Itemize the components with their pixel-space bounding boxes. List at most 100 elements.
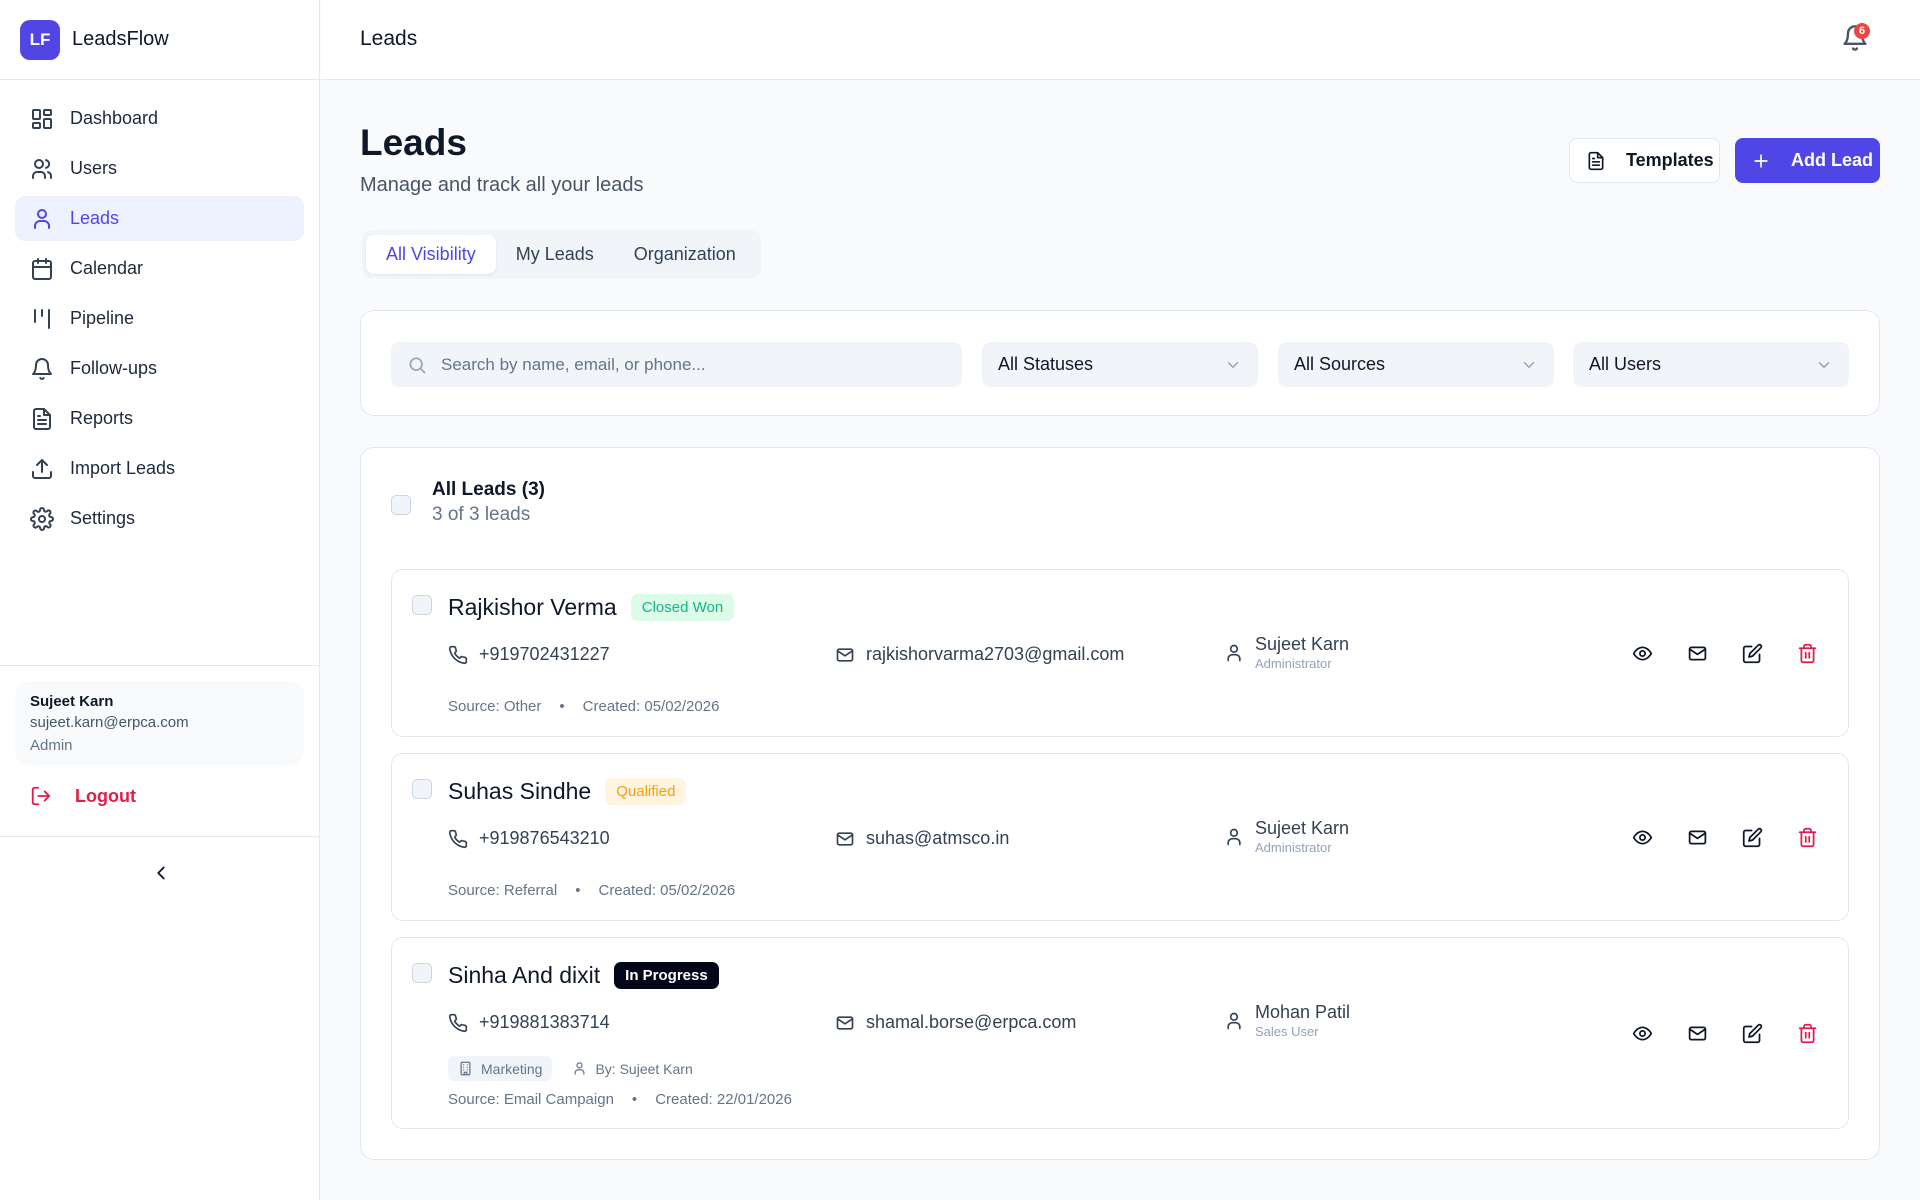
email-lead-button[interactable] (1683, 639, 1711, 667)
top-bar: Leads 6 (321, 0, 1920, 80)
leads-list-panel: All Leads (3) 3 of 3 leads Rajkishor Ver… (360, 447, 1880, 1160)
select-all-checkbox[interactable] (391, 495, 411, 515)
lead-name[interactable]: Sinha And dixit (448, 962, 601, 988)
delete-lead-button[interactable] (1793, 639, 1821, 667)
user-role: Admin (30, 737, 73, 754)
list-title: All Leads (3) (432, 479, 545, 500)
eye-icon (1632, 1023, 1653, 1044)
lead-email: rajkishorvarma2703@gmail.com (866, 644, 1125, 664)
sidebar-item-label: Pipeline (70, 308, 135, 328)
file-text-icon (30, 407, 70, 431)
view-lead-button[interactable] (1628, 1019, 1656, 1047)
sidebar-item-label: Leads (70, 208, 120, 228)
brand: LF LeadsFlow (0, 0, 319, 80)
logout-icon (30, 785, 75, 807)
delete-lead-button[interactable] (1793, 1019, 1821, 1047)
list-count: 3 of 3 leads (432, 504, 531, 525)
lead-phone: +919876543210 (479, 828, 610, 848)
sidebar-item-import-leads[interactable]: Import Leads (15, 446, 304, 491)
add-lead-button[interactable]: Add Lead (1735, 138, 1880, 183)
search-icon (407, 355, 441, 375)
sidebar-item-follow-ups[interactable]: Follow-ups (15, 346, 304, 391)
assignee-role: Administrator (1255, 840, 1332, 855)
edit-icon (1742, 643, 1763, 664)
edit-lead-button[interactable] (1738, 823, 1766, 851)
mail-icon (1687, 1023, 1708, 1044)
separator-dot: • (575, 882, 581, 899)
search-box[interactable] (391, 342, 962, 387)
sidebar-item-calendar[interactable]: Calendar (15, 246, 304, 291)
sidebar-item-settings[interactable]: Settings (15, 496, 304, 541)
department-tag: Marketing (448, 1056, 553, 1081)
sidebar-nav: Dashboard Users Leads Calendar Pipeline Follo… (15, 96, 304, 546)
file-text-icon (1586, 151, 1626, 171)
edit-icon (1742, 1023, 1763, 1044)
notification-badge: 6 (1854, 23, 1870, 39)
status-filter-select[interactable]: All Statuses (982, 342, 1258, 387)
tab-all-visibility[interactable]: All Visibility (366, 235, 496, 274)
status-filter-value: All Statuses (998, 354, 1094, 374)
sidebar-item-leads[interactable]: Leads (15, 196, 304, 241)
email-lead-button[interactable] (1683, 1019, 1711, 1047)
lead-checkbox[interactable] (412, 595, 432, 615)
user-filter-select[interactable]: All Users (1573, 342, 1849, 387)
created-by: By: Sujeet Karn (572, 1060, 693, 1077)
templates-label: Templates (1626, 150, 1714, 170)
sidebar-item-users[interactable]: Users (15, 146, 304, 191)
view-lead-button[interactable] (1628, 639, 1656, 667)
filters-panel: All Statuses All Sources All Users (360, 310, 1880, 416)
view-lead-button[interactable] (1628, 823, 1656, 851)
search-input[interactable] (441, 354, 941, 375)
logout-button[interactable]: Logout (30, 785, 136, 807)
sidebar-item-reports[interactable]: Reports (15, 396, 304, 441)
edit-lead-button[interactable] (1738, 639, 1766, 667)
user-icon (1224, 1011, 1255, 1031)
chevron-down-icon (1815, 356, 1833, 374)
user-profile: Sujeet Karn sujeet.karn@erpca.com Admin (15, 681, 304, 765)
notifications-button[interactable]: 6 (1841, 23, 1871, 56)
lead-card[interactable]: Rajkishor Verma Closed Won +919702431227 ra… (391, 569, 1849, 737)
trash-icon (1797, 1023, 1818, 1044)
tab-my-leads[interactable]: My Leads (515, 244, 594, 264)
lead-source: Source: Referral (448, 882, 558, 899)
edit-lead-button[interactable] (1738, 1019, 1766, 1047)
lead-checkbox[interactable] (412, 963, 432, 983)
lead-checkbox[interactable] (412, 779, 432, 799)
sidebar-item-dashboard[interactable]: Dashboard (15, 96, 304, 141)
sidebar-item-label: Reports (70, 408, 134, 428)
lead-name[interactable]: Rajkishor Verma (448, 594, 617, 620)
plus-icon (1751, 151, 1791, 171)
user-filter-value: All Users (1589, 354, 1662, 374)
sidebar-item-label: Follow-ups (70, 358, 158, 378)
trash-icon (1797, 643, 1818, 664)
assignee-name: Sujeet Karn (1255, 818, 1350, 838)
phone-icon (448, 1013, 479, 1033)
user-email: sujeet.karn@erpca.com (30, 714, 189, 731)
collapse-sidebar-button[interactable] (150, 862, 172, 886)
page-title: Leads (360, 122, 467, 163)
user-icon (1224, 643, 1255, 663)
logout-label: Logout (75, 785, 136, 806)
mail-icon (835, 1013, 866, 1033)
add-lead-label: Add Lead (1791, 150, 1874, 170)
lead-email: shamal.borse@erpca.com (866, 1012, 1077, 1032)
sidebar-item-pipeline[interactable]: Pipeline (15, 296, 304, 341)
lead-card[interactable]: Sinha And dixit In Progress +919881383714 s… (391, 937, 1849, 1129)
assignee-role: Administrator (1255, 656, 1332, 671)
trash-icon (1797, 827, 1818, 848)
email-lead-button[interactable] (1683, 823, 1711, 851)
gear-icon (30, 506, 70, 531)
created-by-label: By: Sujeet Karn (595, 1060, 693, 1077)
lead-created: Created: 22/01/2026 (655, 1091, 792, 1108)
source-filter-select[interactable]: All Sources (1278, 342, 1554, 387)
user-icon (572, 1061, 595, 1076)
lead-phone: +919702431227 (479, 644, 610, 664)
lead-name[interactable]: Suhas Sindhe (448, 778, 592, 804)
templates-button[interactable]: Templates (1569, 138, 1720, 183)
calendar-icon (30, 257, 70, 281)
delete-lead-button[interactable] (1793, 823, 1821, 851)
lead-card[interactable]: Suhas Sindhe Qualified +919876543210 suhas@… (391, 753, 1849, 921)
assignee-name: Mohan Patil (1255, 1002, 1351, 1022)
tab-organization[interactable]: Organization (633, 244, 736, 264)
pipeline-icon (30, 307, 70, 331)
